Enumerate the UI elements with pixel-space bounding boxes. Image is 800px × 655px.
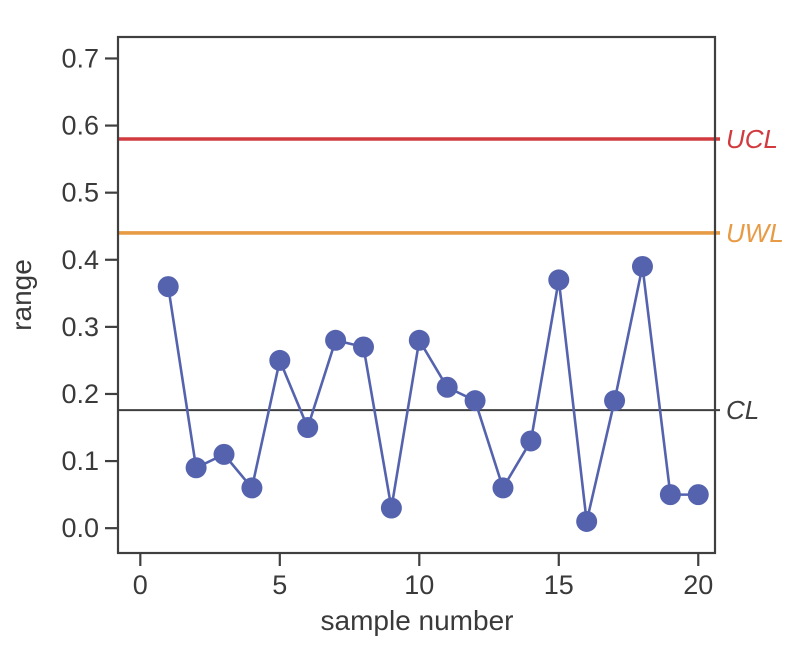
data-point (380, 497, 402, 519)
cl-label: CL (726, 395, 759, 425)
y-tick-label: 0.0 (61, 513, 99, 543)
data-point (325, 329, 347, 351)
data-point (213, 443, 235, 465)
x-tick-label: 5 (272, 570, 287, 600)
y-tick-label: 0.3 (61, 312, 99, 342)
data-point (436, 376, 458, 398)
data-point (659, 484, 681, 506)
data-point (241, 477, 263, 499)
data-point (492, 477, 514, 499)
control-limit-lines (118, 137, 720, 412)
y-axis-title: range (6, 259, 37, 331)
data-point (631, 255, 653, 277)
x-tick-label: 10 (404, 570, 434, 600)
data-point (352, 336, 374, 358)
data-point (520, 430, 542, 452)
data-point (548, 269, 570, 291)
x-tick-label: 15 (544, 570, 574, 600)
data-point (576, 510, 598, 532)
plot-frame (116, 35, 717, 555)
y-tick-label: 0.6 (61, 111, 99, 141)
data-point (269, 349, 291, 371)
data-point (687, 484, 709, 506)
data-point (464, 390, 486, 412)
data-point (157, 276, 179, 298)
data-point (408, 329, 430, 351)
x-tick-label: 20 (683, 570, 713, 600)
data-series (157, 255, 709, 532)
data-point (297, 417, 319, 439)
y-tick-label: 0.2 (61, 379, 99, 409)
y-tick-label: 0.7 (61, 43, 99, 73)
uwl-label: UWL (726, 218, 784, 248)
y-axis: 0.0 0.1 0.2 0.3 0.4 0.5 0.6 0.7 (61, 43, 118, 543)
data-point (185, 457, 207, 479)
ucl-label: UCL (726, 124, 778, 154)
data-point (604, 390, 626, 412)
x-axis-title: sample number (321, 605, 514, 636)
series-line (166, 265, 699, 523)
y-tick-label: 0.1 (61, 446, 99, 476)
x-tick-label: 0 (133, 570, 148, 600)
y-tick-label: 0.5 (61, 178, 99, 208)
y-tick-label: 0.4 (61, 245, 99, 275)
control-limit-labels: UCL UWL CL (726, 124, 784, 425)
x-axis: 0 5 10 15 20 (133, 553, 713, 600)
